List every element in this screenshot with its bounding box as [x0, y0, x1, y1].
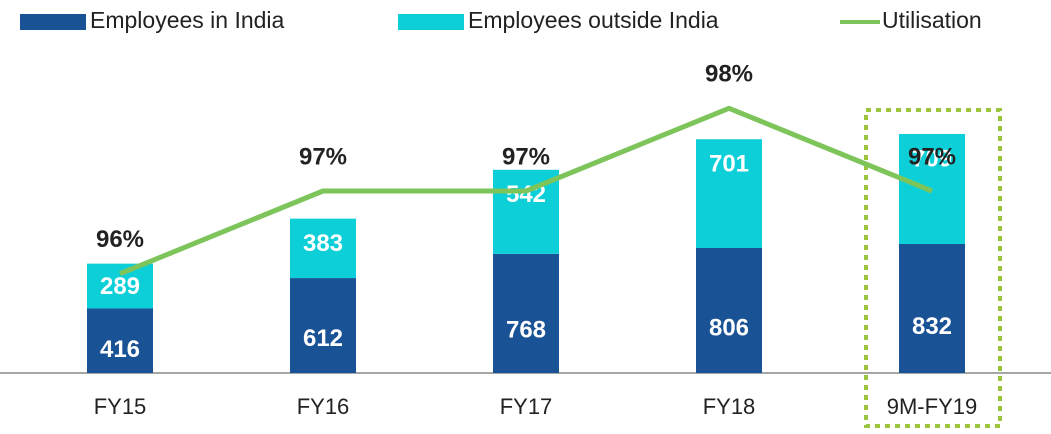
bar-segment: [87, 308, 153, 373]
bar-segment: [696, 139, 762, 248]
x-tick-label: FY18: [703, 394, 756, 419]
utilisation-label: 97%: [299, 143, 347, 170]
data-label: 289: [100, 273, 140, 300]
bar-segment: [899, 243, 965, 373]
utilisation-label: 96%: [96, 226, 144, 253]
data-label: 701: [709, 151, 749, 178]
legend-label: Utilisation: [882, 7, 982, 33]
data-label: 612: [303, 325, 343, 352]
data-label: 806: [709, 315, 749, 342]
x-tick-label: FY16: [297, 394, 350, 419]
data-label: 832: [912, 313, 952, 340]
legend-swatch: [398, 14, 464, 30]
x-tick-label: FY15: [94, 394, 147, 419]
data-label: 709: [912, 145, 952, 172]
utilisation-label: 98%: [705, 61, 753, 88]
legend-swatch: [20, 14, 86, 30]
utilisation-label: 97%: [908, 143, 956, 170]
bar-segment: [493, 253, 559, 373]
x-tick-label: FY17: [500, 394, 553, 419]
bar-segment: [290, 218, 356, 279]
legend-label: Employees in India: [90, 7, 285, 33]
data-label: 383: [303, 230, 343, 257]
highlight-box: [864, 108, 1002, 428]
x-tick-label: 9M-FY19: [887, 394, 977, 419]
data-label: 768: [506, 317, 546, 344]
utilisation-label: 97%: [502, 143, 550, 170]
bar-segment: [290, 278, 356, 373]
utilisation-line: [119, 105, 933, 277]
legend-label: Employees outside India: [468, 7, 719, 33]
bar-segment: [696, 247, 762, 373]
data-label: 416: [100, 336, 140, 363]
